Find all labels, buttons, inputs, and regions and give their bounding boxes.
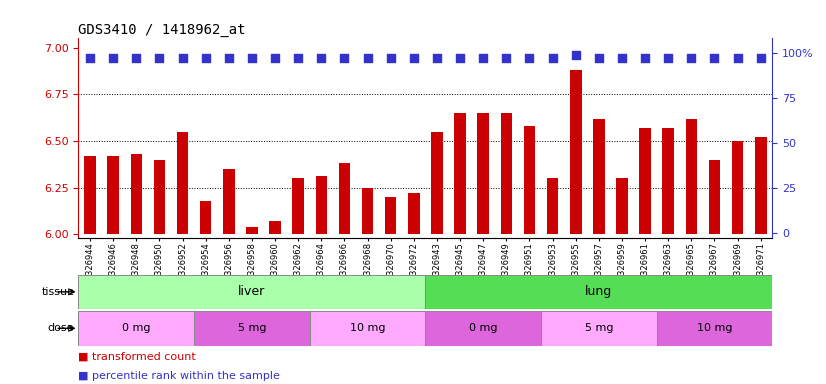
Point [592, 55, 605, 61]
Point [292, 55, 305, 61]
Bar [408, 193, 420, 234]
Text: 5 mg: 5 mg [585, 323, 613, 333]
Text: 0 mg: 0 mg [469, 323, 497, 333]
Text: 10 mg: 10 mg [697, 323, 732, 333]
Text: GDS3410 / 1418962_at: GDS3410 / 1418962_at [78, 23, 246, 37]
Bar [316, 177, 327, 234]
Bar [107, 156, 119, 234]
Bar [269, 221, 281, 234]
Text: lung: lung [586, 285, 612, 298]
Point [268, 55, 282, 61]
Bar [639, 128, 651, 234]
Point [222, 55, 235, 61]
Text: liver: liver [239, 285, 265, 298]
Bar [292, 178, 304, 234]
Point [662, 55, 675, 61]
Point [708, 55, 721, 61]
Point [130, 55, 143, 61]
Point [83, 55, 97, 61]
Bar [616, 178, 628, 234]
Text: 10 mg: 10 mg [350, 323, 385, 333]
Point [315, 55, 328, 61]
Point [500, 55, 513, 61]
Bar [709, 160, 720, 234]
Point [546, 55, 559, 61]
Point [685, 55, 698, 61]
Bar [154, 160, 165, 234]
Point [407, 55, 420, 61]
Bar [431, 132, 443, 234]
Text: tissue: tissue [41, 287, 74, 297]
Bar [541, 311, 657, 346]
Bar [385, 197, 396, 234]
Bar [547, 178, 558, 234]
Bar [657, 311, 772, 346]
Bar [223, 169, 235, 234]
Bar [662, 128, 674, 234]
Point [153, 55, 166, 61]
Point [569, 51, 582, 58]
Point [615, 55, 629, 61]
Bar [362, 188, 373, 234]
Bar [78, 275, 425, 309]
Point [245, 55, 259, 61]
Bar [425, 311, 541, 346]
Text: dose: dose [48, 323, 74, 333]
Bar [686, 119, 697, 234]
Point [453, 55, 467, 61]
Text: ■ percentile rank within the sample: ■ percentile rank within the sample [78, 371, 280, 381]
Point [176, 55, 189, 61]
Text: 5 mg: 5 mg [238, 323, 266, 333]
Bar [425, 275, 772, 309]
Bar [570, 70, 582, 234]
Bar [84, 156, 96, 234]
Bar [755, 137, 767, 234]
Bar [501, 113, 512, 234]
Bar [454, 113, 466, 234]
Bar [131, 154, 142, 234]
Bar [593, 119, 605, 234]
Point [523, 55, 536, 61]
Point [338, 55, 351, 61]
Bar [78, 311, 194, 346]
Point [430, 55, 444, 61]
Point [384, 55, 397, 61]
Bar [194, 311, 310, 346]
Point [731, 55, 744, 61]
Text: ■ transformed count: ■ transformed count [78, 352, 197, 362]
Point [638, 55, 652, 61]
Point [361, 55, 374, 61]
Point [477, 55, 490, 61]
Point [754, 55, 767, 61]
Point [107, 55, 120, 61]
Point [199, 55, 212, 61]
Text: 0 mg: 0 mg [122, 323, 150, 333]
Bar [246, 227, 258, 234]
Bar [524, 126, 535, 234]
Bar [310, 311, 425, 346]
Bar [177, 132, 188, 234]
Bar [732, 141, 743, 234]
Bar [339, 164, 350, 234]
Bar [200, 201, 211, 234]
Bar [477, 113, 489, 234]
